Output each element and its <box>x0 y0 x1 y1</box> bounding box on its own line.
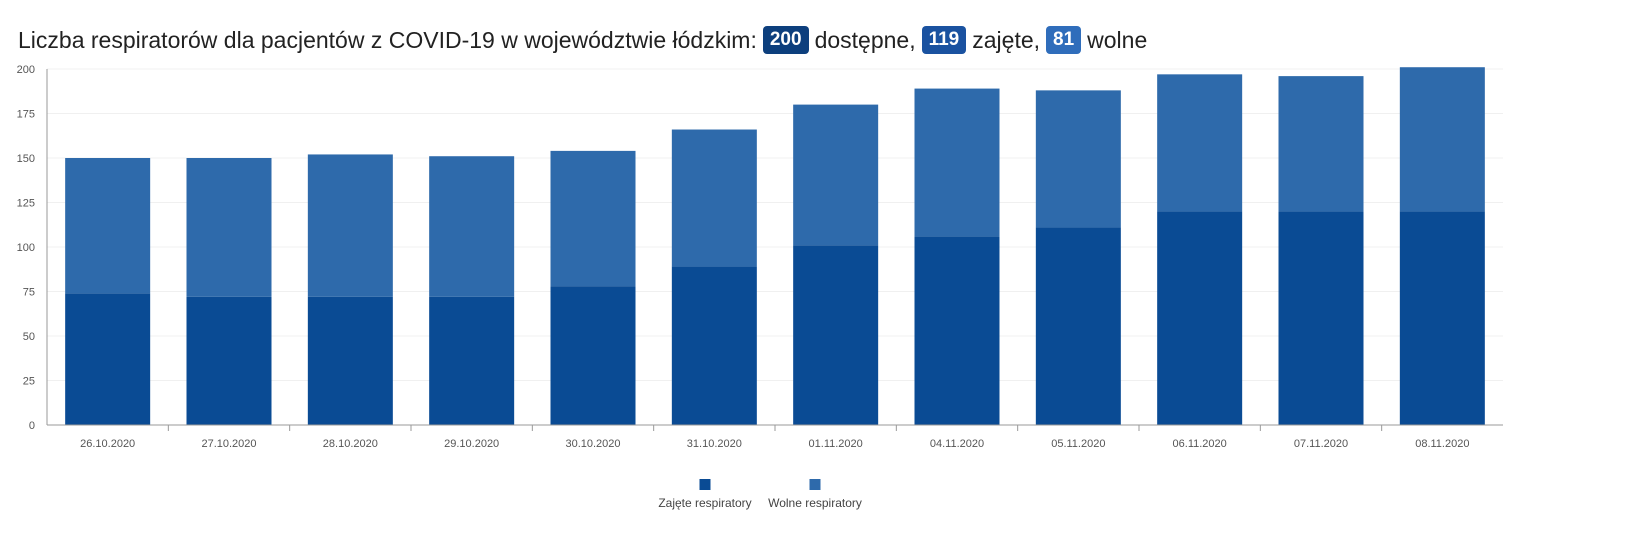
bar-occupied <box>1157 211 1243 425</box>
title-text: Liczba respiratorów dla pacjentów z COVI… <box>18 26 757 53</box>
chart-title: Liczba respiratorów dla pacjentów z COVI… <box>18 26 1147 54</box>
available-label: dostępne, <box>814 26 916 53</box>
x-tick-label: 26.10.2020 <box>80 438 135 450</box>
bar-occupied <box>1399 211 1485 425</box>
bar-occupied <box>793 245 879 425</box>
bar-free <box>1157 74 1243 212</box>
bar-free <box>65 158 151 294</box>
x-tick-label: 27.10.2020 <box>201 438 256 450</box>
x-tick-label: 28.10.2020 <box>323 438 378 450</box>
x-tick-label: 08.11.2020 <box>1415 438 1469 450</box>
x-tick-label: 04.11.2020 <box>930 438 984 450</box>
occupied-badge: 119 <box>921 26 967 54</box>
bar-free <box>429 156 515 297</box>
y-tick-label: 0 <box>29 420 35 432</box>
bar-free <box>307 154 393 297</box>
available-badge: 200 <box>762 26 809 54</box>
y-tick-label: 175 <box>17 109 35 121</box>
x-tick-label: 31.10.2020 <box>687 438 742 450</box>
x-tick-label: 07.11.2020 <box>1294 438 1348 450</box>
y-tick-label: 150 <box>17 153 35 165</box>
bar-occupied <box>550 286 636 425</box>
bar-free <box>1278 76 1364 212</box>
y-tick-label: 125 <box>17 198 35 210</box>
x-tick-label: 30.10.2020 <box>565 438 620 450</box>
bar-occupied <box>65 293 151 425</box>
free-label: wolne <box>1087 26 1148 53</box>
bar-free <box>671 129 757 267</box>
bar-free <box>186 158 272 297</box>
x-tick-label: 05.11.2020 <box>1051 438 1105 450</box>
x-tick-label: 29.10.2020 <box>444 438 499 450</box>
y-tick-label: 200 <box>17 64 35 76</box>
legend-swatch <box>699 479 711 490</box>
legend-label: Zajęte respiratory <box>658 496 751 510</box>
y-tick-label: 100 <box>17 242 35 254</box>
x-tick-label: 06.11.2020 <box>1173 438 1227 450</box>
bar-occupied <box>1278 211 1364 425</box>
bar-free <box>1035 90 1121 228</box>
legend-label: Wolne respiratory <box>768 496 862 510</box>
y-tick-label: 75 <box>23 287 35 299</box>
bar-free <box>550 150 636 287</box>
bar-free <box>1399 67 1485 212</box>
bar-occupied <box>429 296 515 425</box>
bar-occupied <box>1035 227 1121 425</box>
free-badge: 81 <box>1046 26 1082 54</box>
y-tick-label: 50 <box>23 331 35 343</box>
bar-free <box>793 104 879 246</box>
occupied-label: zajęte, <box>972 26 1041 53</box>
bar-occupied <box>671 266 757 425</box>
bar-occupied <box>307 296 393 425</box>
bar-free <box>914 88 1000 237</box>
legend-swatch <box>809 479 821 490</box>
bar-occupied <box>914 236 1000 425</box>
x-tick-label: 01.11.2020 <box>809 438 863 450</box>
y-tick-label: 25 <box>23 376 35 388</box>
bar-occupied <box>186 296 272 425</box>
